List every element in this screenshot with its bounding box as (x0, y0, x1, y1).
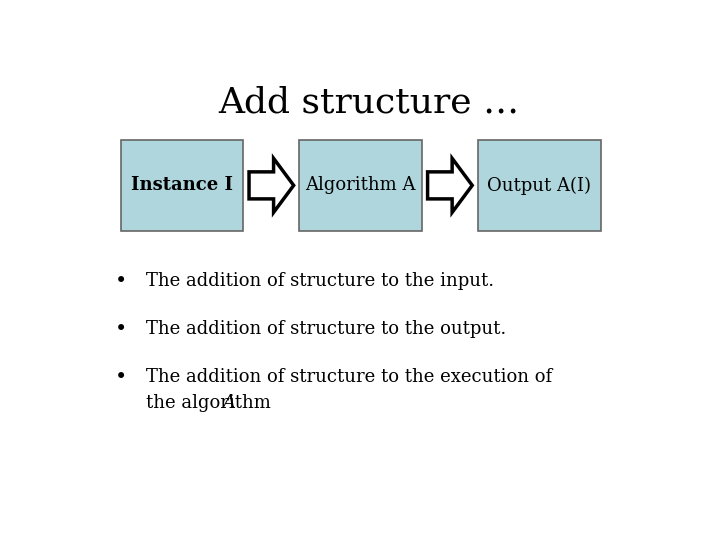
Polygon shape (249, 158, 294, 212)
Text: .: . (230, 394, 235, 412)
FancyBboxPatch shape (300, 140, 422, 231)
Text: the algorithm: the algorithm (145, 394, 282, 412)
Text: Add structure …: Add structure … (218, 85, 520, 119)
Text: •: • (114, 319, 127, 339)
FancyBboxPatch shape (478, 140, 600, 231)
Text: The addition of structure to the input.: The addition of structure to the input. (145, 272, 494, 290)
Text: •: • (114, 271, 127, 291)
FancyBboxPatch shape (121, 140, 243, 231)
Text: The addition of structure to the output.: The addition of structure to the output. (145, 320, 506, 338)
Text: A: A (222, 394, 236, 412)
Text: Instance I: Instance I (131, 177, 233, 194)
Text: The addition of structure to the execution of: The addition of structure to the executi… (145, 368, 552, 386)
Text: •: • (114, 367, 127, 387)
Text: Algorithm A: Algorithm A (305, 177, 416, 194)
Text: Output A(I): Output A(I) (487, 176, 591, 194)
Polygon shape (428, 158, 472, 212)
